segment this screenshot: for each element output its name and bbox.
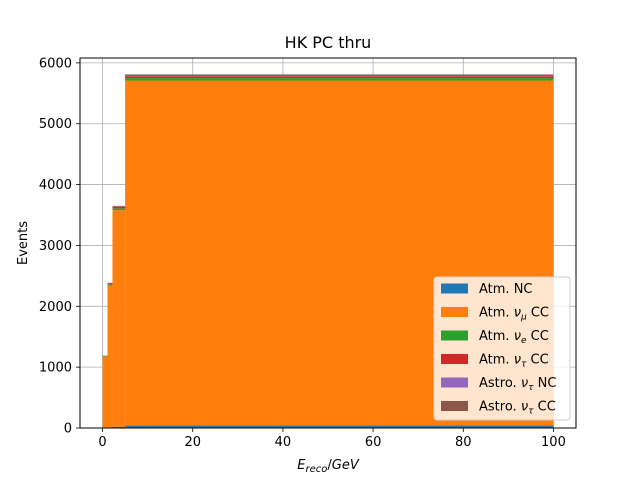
y-tick-label: 2000 [39, 300, 72, 315]
legend-label: Atm. NC [479, 282, 533, 297]
bar-astro-cc-bin-3 [125, 74, 553, 76]
legend-swatch [441, 378, 468, 388]
y-tick-label: 4000 [39, 178, 72, 193]
bar-atm-e-cc-bin-2 [112, 208, 125, 210]
legend-swatch [441, 331, 468, 341]
y-axis-label: Events [16, 221, 31, 265]
bar-astro-cc-bin-2 [112, 206, 125, 207]
bar-atm-cc-bin-0 [103, 357, 108, 428]
x-tick-label: 80 [455, 435, 472, 450]
bar-atm-cc-bin-1 [108, 286, 113, 428]
legend-label: Atm. νe CC [479, 329, 549, 346]
bar-atm-cc-bin-2 [112, 210, 125, 427]
bar-atm-e-cc-bin-1 [108, 284, 113, 285]
legend-label: Astro. ντ CC [479, 400, 556, 417]
legend-label: Atm. νμ CC [479, 306, 549, 323]
legend-swatch [441, 284, 468, 294]
chart-title: HK PC thru [285, 33, 372, 52]
x-tick-label: 20 [184, 435, 201, 450]
bar-atm-cc-bin-1 [108, 283, 113, 284]
legend-label: Atm. ντ CC [479, 353, 549, 370]
y-tick-label: 5000 [39, 117, 72, 132]
bar-atm-e-cc-bin-3 [125, 78, 553, 80]
bar-atm-cc-bin-3 [125, 76, 553, 78]
bar-atm-e-cc-bin-0 [103, 356, 108, 357]
legend-swatch [441, 307, 468, 317]
legend: Atm. NC Atm. νμ CC Atm. νe CC Atm. ντ CC Ast… [434, 277, 570, 420]
x-tick-label: 0 [98, 435, 106, 450]
y-tick-label: 0 [64, 422, 72, 437]
legend-swatch [441, 401, 468, 411]
y-tick-label: 1000 [39, 361, 72, 376]
x-tick-label: 100 [541, 435, 566, 450]
x-tick-label: 60 [365, 435, 382, 450]
y-tick-label: 6000 [39, 56, 72, 71]
legend-swatch [441, 354, 468, 364]
x-tick-label: 40 [275, 435, 292, 450]
bar-atm-cc-bin-2 [112, 207, 125, 209]
y-tick-label: 3000 [39, 239, 72, 254]
legend-label: Astro. ντ NC [479, 376, 556, 393]
